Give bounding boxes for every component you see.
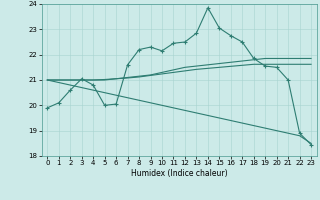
X-axis label: Humidex (Indice chaleur): Humidex (Indice chaleur)	[131, 169, 228, 178]
